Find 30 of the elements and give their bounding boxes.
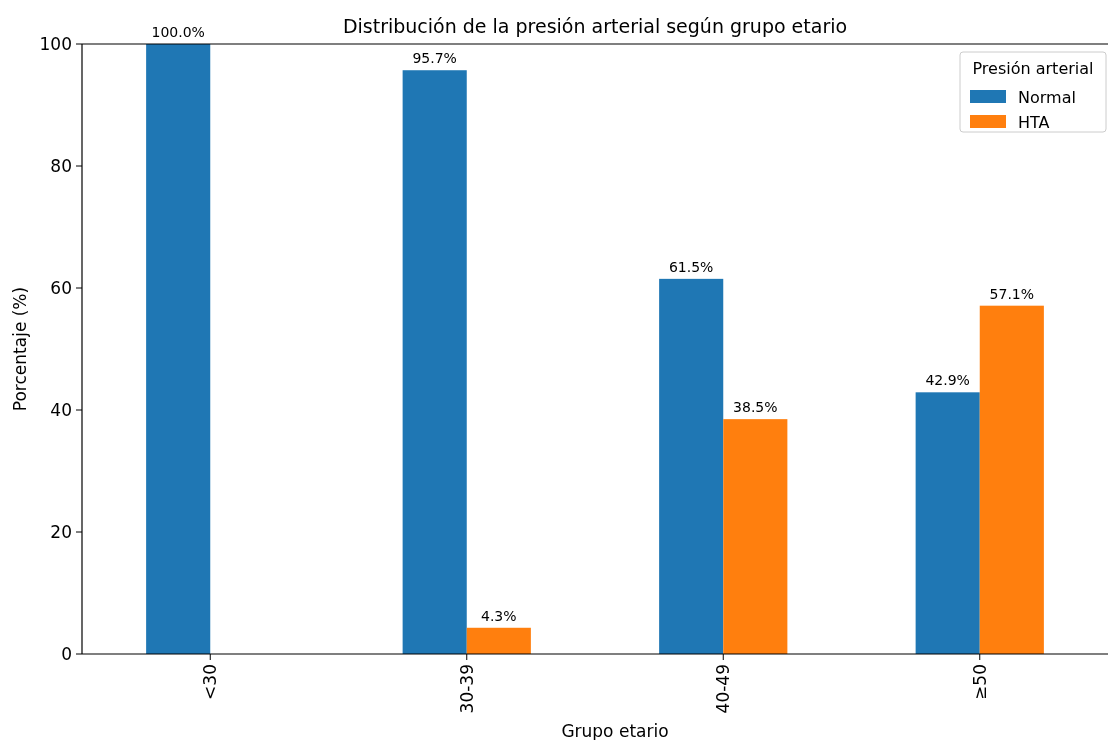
bar	[659, 278, 724, 654]
legend-title: Presión arterial	[972, 59, 1094, 78]
data-label: 61.5%	[668, 258, 714, 275]
chart-title: Distribución de la presión arterial según grupo etario	[342, 15, 848, 37]
data-label: 57.1%	[989, 285, 1035, 302]
legend-label: Normal	[1018, 87, 1076, 107]
x-tick-label: <30	[200, 664, 221, 700]
data-label: 38.5%	[733, 399, 778, 416]
x-tick-label: ≥50	[969, 664, 990, 700]
x-axis-title: Grupo etario	[561, 721, 669, 740]
bar	[979, 305, 1044, 654]
bar	[402, 70, 467, 654]
bar	[723, 419, 788, 654]
y-axis-title: Porcentaje (%)	[10, 286, 30, 412]
y-tick-label: 80	[50, 155, 72, 176]
data-label: 95.7%	[412, 50, 457, 67]
data-label: 100.0%	[151, 24, 205, 40]
y-tick-label: 60	[50, 277, 72, 298]
bar	[466, 627, 531, 654]
data-label: 4.3%	[481, 607, 517, 624]
y-tick-label: 20	[50, 521, 72, 542]
bar	[146, 44, 211, 654]
bar	[915, 392, 980, 654]
x-tick-label: 40-49	[713, 664, 734, 714]
y-tick-label: 100	[39, 33, 72, 54]
x-tick-label: 30-39	[456, 664, 477, 714]
data-label: 42.9%	[925, 372, 970, 389]
y-tick-label: 0	[61, 643, 72, 664]
y-tick-label: 40	[50, 399, 72, 420]
legend-label: HTA	[1018, 112, 1050, 132]
